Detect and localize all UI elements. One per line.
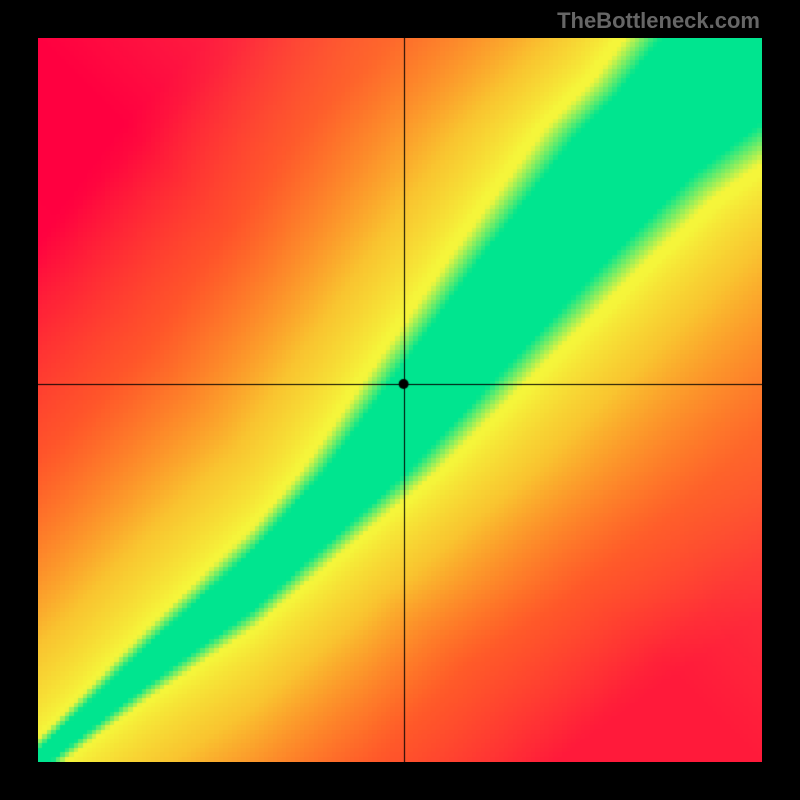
bottleneck-heatmap bbox=[38, 38, 762, 762]
watermark-text: TheBottleneck.com bbox=[557, 8, 760, 34]
